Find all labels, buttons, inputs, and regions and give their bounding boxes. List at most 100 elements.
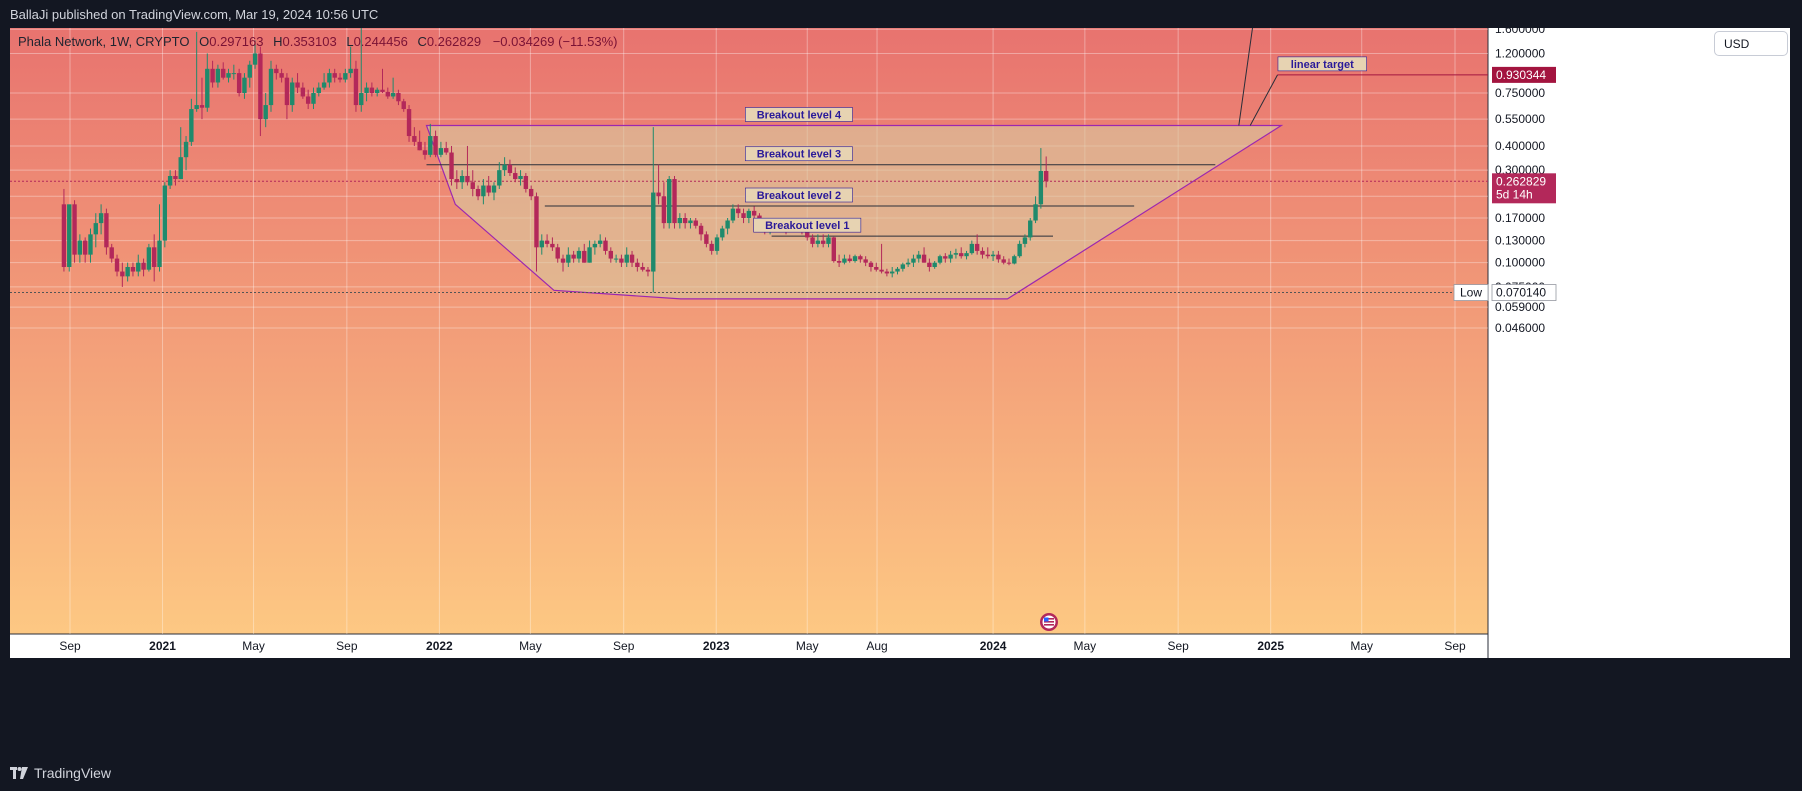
candle-body <box>1038 170 1044 205</box>
candle-body <box>725 220 730 229</box>
candle-body <box>279 73 284 78</box>
candle-body <box>974 243 980 251</box>
candle-body <box>82 240 88 255</box>
candle-body <box>656 192 661 197</box>
price-tick-label: 1.200000 <box>1495 46 1545 60</box>
price-tick-label: 0.100000 <box>1495 256 1545 270</box>
candle-body <box>645 269 651 272</box>
candle-countdown: 5d 14h <box>1496 187 1533 201</box>
candle-body <box>576 250 582 259</box>
candle-body <box>969 243 975 254</box>
tradingview-branding[interactable]: TradingView <box>10 765 111 781</box>
breakout-levels <box>426 28 1488 237</box>
candle-body <box>486 185 491 193</box>
candle-body <box>539 240 544 248</box>
candle-body <box>364 87 369 94</box>
chart-area[interactable]: Breakout level 4 Breakout level 3 Breakout… <box>10 28 1790 756</box>
candle-body <box>826 237 831 244</box>
candle-body <box>98 213 104 224</box>
time-tick-label: May <box>1074 639 1097 653</box>
candle-body <box>444 148 449 153</box>
cup-pattern <box>425 124 1284 300</box>
candle-body <box>943 256 948 259</box>
candle-body <box>290 82 295 106</box>
candle-body <box>93 223 98 235</box>
candle-body <box>189 109 194 142</box>
candle-body <box>433 136 438 155</box>
candle-body <box>475 188 481 197</box>
last-price-badge <box>1492 173 1556 204</box>
candle-body <box>194 105 199 110</box>
candle-body <box>465 175 470 183</box>
time-tick-label: 2023 <box>703 639 730 653</box>
candle-body <box>88 234 93 255</box>
price-tick-label: 0.550000 <box>1495 112 1545 126</box>
candle-body <box>635 262 640 267</box>
candle-body <box>507 164 513 174</box>
candle-body <box>268 68 274 106</box>
candle-body <box>523 175 529 189</box>
close-label: C <box>417 34 427 49</box>
candle-body <box>863 259 868 263</box>
candle-body <box>1001 259 1006 263</box>
candle-body <box>481 185 486 197</box>
candle-body <box>1017 243 1022 257</box>
flag-icon[interactable] <box>1040 613 1058 631</box>
annotation-label: Breakout level 1 <box>765 220 849 232</box>
candle-body <box>927 262 932 267</box>
candle-body <box>868 262 874 267</box>
candle-body <box>247 64 252 78</box>
price-chart[interactable]: Breakout level 4 Breakout level 3 Breakout… <box>10 28 1790 756</box>
candle-body <box>921 254 927 263</box>
currency-button[interactable]: USD <box>1714 31 1788 56</box>
candle-body <box>736 208 741 214</box>
candle-body <box>953 253 959 255</box>
candle-body <box>449 152 454 180</box>
candle-body <box>61 204 67 267</box>
candle-body <box>412 136 417 142</box>
candle-body <box>603 240 608 251</box>
candle-body <box>353 68 359 106</box>
candle-body <box>698 225 704 235</box>
candle-body <box>544 240 550 244</box>
price-badge <box>1491 284 1557 301</box>
candle-body <box>990 254 996 257</box>
last-price-value: 0.262829 <box>1496 174 1546 188</box>
candle-body <box>348 68 353 74</box>
candle-body <box>619 258 624 263</box>
candle-body <box>327 73 332 83</box>
candle-body <box>284 77 290 106</box>
candle-body <box>693 220 698 226</box>
candle-body <box>900 264 906 269</box>
candle-body <box>459 175 465 183</box>
symbol-name[interactable]: Phala Network, 1W, CRYPTO <box>18 34 190 49</box>
candle-body <box>629 254 635 263</box>
annotation-label-box <box>745 107 853 122</box>
price-badge <box>1492 66 1556 83</box>
time-tick-label: 2022 <box>426 639 453 653</box>
candle-body <box>252 53 258 65</box>
candle-body <box>146 247 152 270</box>
candle-body <box>948 254 953 259</box>
time-axis[interactable]: Sep 2021 May Sep 2022 May Sep 2023 May Aug 2024 May… <box>59 639 1466 653</box>
candle-body <box>231 73 237 75</box>
candle-body <box>470 182 475 189</box>
candle-body <box>640 266 645 270</box>
candle-body <box>369 87 375 94</box>
candlestick-series <box>61 28 1049 293</box>
candle-body <box>72 204 77 255</box>
candle-body <box>905 262 911 265</box>
price-tick-label: 0.046000 <box>1495 321 1545 335</box>
candle-body <box>704 234 709 244</box>
candle-body <box>518 175 523 180</box>
time-tick-label: Sep <box>1167 639 1189 653</box>
candle-body <box>422 150 428 155</box>
candle-body <box>587 247 592 263</box>
candle-body <box>316 87 321 94</box>
candle-body <box>1043 170 1049 182</box>
price-axis[interactable]: 0.0460000.0590000.0750000.1000000.130000… <box>1495 28 1545 335</box>
candle-body <box>77 240 83 255</box>
time-tick-label: 2025 <box>1257 639 1284 653</box>
candle-body <box>1028 220 1033 238</box>
candle-body <box>820 240 826 244</box>
